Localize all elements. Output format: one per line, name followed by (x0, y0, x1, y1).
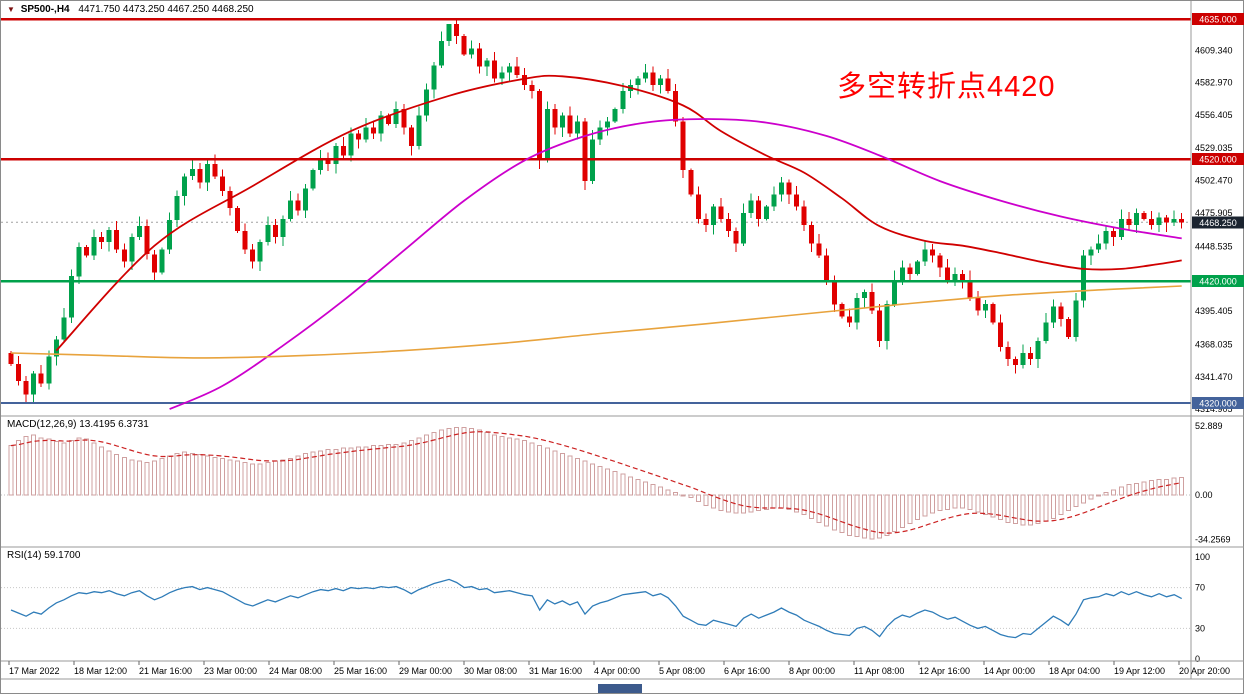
price-tick-label: 4582.970 (1195, 77, 1233, 87)
price-tick-label: 4556.405 (1195, 110, 1233, 120)
ma-mid-magenta (169, 118, 1182, 410)
price-tick-label: 4502.470 (1195, 176, 1233, 186)
svg-text:4468.250: 4468.250 (1199, 218, 1237, 228)
time-axis-label: 11 Apr 08:00 (854, 666, 904, 676)
time-axis-label: 21 Mar 16:00 (139, 666, 192, 676)
time-axis-label: 5 Apr 08:00 (659, 666, 705, 676)
price-tick-label: 4609.340 (1195, 45, 1233, 55)
price-tick-label: 4314.905 (1195, 404, 1233, 414)
time-axis-label: 30 Mar 08:00 (464, 666, 517, 676)
time-axis-label: 18 Apr 04:00 (1049, 666, 1100, 676)
time-axis: 17 Mar 2022 18 Mar 12:00 21 Mar 16:00 23 Ma… (8, 661, 1230, 676)
price-axis: 4609.340 4582.970 4556.405 4529.035 4502.470… (1192, 13, 1244, 414)
price-badge-4420 (1192, 275, 1244, 288)
rsi-tick-label: 0 (1195, 654, 1200, 664)
time-axis-label: 20 Apr 20:00 (1179, 666, 1230, 676)
symbol-dropdown-icon[interactable]: ▼ (7, 5, 15, 14)
time-axis-label: 4 Apr 00:00 (594, 666, 640, 676)
moving-averages (10, 74, 1182, 410)
time-axis-label: 24 Mar 08:00 (269, 666, 322, 676)
ma-slow-orange (10, 285, 1182, 359)
time-axis-label: 25 Mar 16:00 (334, 666, 387, 676)
time-axis-label: 6 Apr 16:00 (724, 666, 770, 676)
svg-text:4320.000: 4320.000 (1199, 399, 1237, 409)
panel-separators (1, 1, 1244, 680)
macd-tick-label: -34.2569 (1195, 535, 1231, 545)
macd-panel: 52.889 0.00 -34.2569 (1, 421, 1231, 545)
scrollbar-thumb[interactable] (598, 684, 642, 693)
price-tick-label: 4448.535 (1195, 241, 1233, 251)
rsi-indicator-label: RSI(14) 59.1700 (7, 550, 81, 561)
rsi-panel: 100 70 30 0 (1, 552, 1210, 664)
current-price-badge (1192, 216, 1244, 229)
time-axis-label: 19 Apr 12:00 (1114, 666, 1165, 676)
time-axis-label: 12 Apr 16:00 (919, 666, 970, 676)
ohlc-values: 4471.750 4473.250 4467.250 4468.250 (78, 4, 254, 15)
price-badge-4520 (1192, 153, 1244, 166)
time-axis-label: 31 Mar 16:00 (529, 666, 582, 676)
price-tick-label: 4341.470 (1195, 372, 1233, 382)
symbol-info-bar: ▼ SP500-,H4 4471.750 4473.250 4467.250 4… (7, 4, 254, 15)
symbol-timeframe-label: SP500-,H4 (20, 4, 70, 15)
svg-text:4520.000: 4520.000 (1199, 155, 1237, 165)
svg-text:4420.000: 4420.000 (1199, 277, 1237, 287)
svg-text:4635.000: 4635.000 (1199, 15, 1237, 25)
horizontal-level-lines[interactable] (1, 17, 1191, 404)
horizontal-scrollbar[interactable] (1, 681, 1244, 695)
macd-signal-line (10, 431, 1182, 534)
rsi-tick-label: 100 (1195, 552, 1210, 562)
price-badge-4320 (1192, 397, 1244, 409)
rsi-line (10, 578, 1182, 639)
macd-indicator-label: MACD(12,26,9) 13.4195 6.3731 (7, 419, 149, 430)
time-axis-label: 29 Mar 00:00 (399, 666, 452, 676)
price-tick-label: 4368.035 (1195, 339, 1233, 349)
time-axis-label: 14 Apr 00:00 (984, 666, 1035, 676)
ma-fast-red (55, 74, 1182, 352)
price-tick-label: 4475.905 (1195, 208, 1233, 218)
chart-annotation-text: 多空转折点4420 (837, 71, 1056, 103)
price-badge-4635 (1192, 13, 1244, 25)
macd-tick-label: 52.889 (1195, 421, 1223, 431)
time-axis-label: 18 Mar 12:00 (74, 666, 127, 676)
price-tick-label: 4395.405 (1195, 306, 1233, 316)
time-axis-label: 8 Apr 00:00 (789, 666, 835, 676)
rsi-tick-label: 70 (1195, 583, 1205, 593)
rsi-tick-label: 30 (1195, 623, 1205, 633)
price-tick-label: 4529.035 (1195, 143, 1233, 153)
time-axis-label: 23 Mar 00:00 (204, 666, 257, 676)
macd-tick-label: 0.00 (1195, 490, 1213, 500)
time-axis-label: 17 Mar 2022 (9, 666, 60, 676)
